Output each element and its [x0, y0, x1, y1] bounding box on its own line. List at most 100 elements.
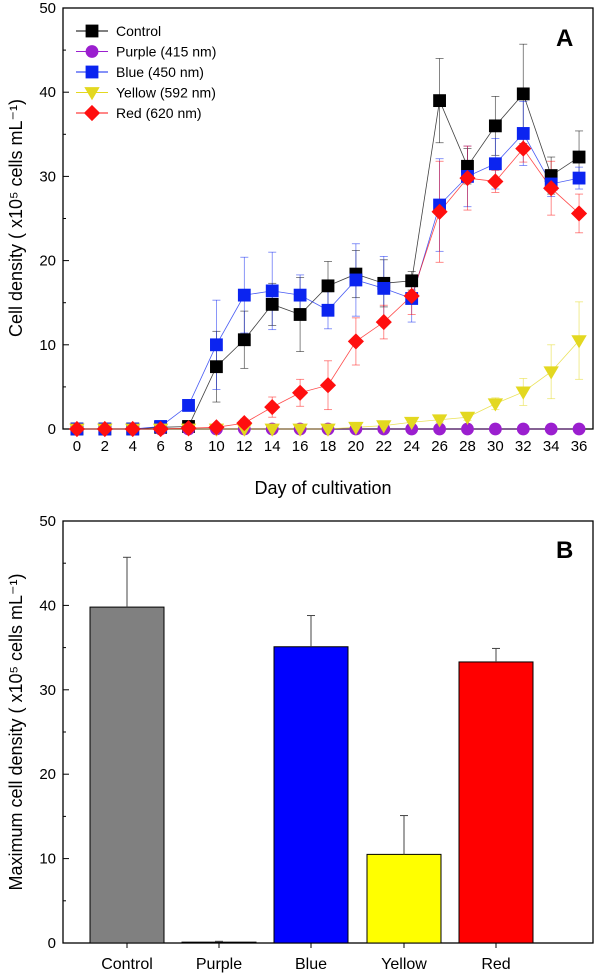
legend-marker [85, 65, 99, 79]
panel-b-axis-ticks: 0 10 20 30 40 50 Control Purple Blue Yellow Red [39, 513, 510, 973]
data-point [265, 297, 279, 311]
panel-a-label: A [556, 25, 573, 52]
data-point [572, 422, 586, 436]
data-point [180, 420, 197, 437]
data-point [376, 420, 392, 434]
panel-b-label: B [556, 537, 573, 564]
category-label: Yellow [381, 956, 427, 973]
x-tick-label: 2 [101, 438, 109, 455]
data-point [571, 335, 587, 349]
data-point [544, 422, 558, 436]
y-tick-label: 10 [39, 851, 56, 868]
data-point [210, 360, 223, 374]
bar-blue [273, 646, 349, 944]
data-point [264, 423, 280, 437]
legend-marker [85, 45, 99, 58]
data-point [516, 422, 530, 436]
data-point [321, 303, 335, 317]
data-point [124, 420, 141, 438]
category-label: Purple [196, 956, 242, 973]
panel-a-x-axis-label: Day of cultivation [254, 478, 391, 498]
y-tick-label: 20 [39, 253, 56, 270]
x-tick-label: 14 [264, 438, 281, 455]
data-point [293, 288, 307, 302]
legend-marker [84, 87, 100, 101]
data-point [349, 273, 363, 287]
x-tick-label: 30 [487, 438, 504, 455]
y-tick-label: 0 [48, 935, 56, 952]
data-point [320, 423, 336, 437]
data-point [348, 421, 364, 436]
data-point [431, 414, 448, 428]
data-point [488, 157, 502, 171]
legend-entry: Control [116, 23, 161, 39]
panel-a-markers [68, 87, 588, 438]
data-point [292, 384, 309, 401]
x-tick-label: 18 [320, 438, 337, 455]
x-tick-label: 20 [348, 438, 365, 455]
data-point [403, 287, 420, 305]
panel-a-axis-ticks: 0 2 4 6 8 10 12 14 16 18 20 22 24 26 28 30 32 34 360102030… [39, 0, 587, 455]
y-tick-label: 40 [39, 84, 56, 101]
bar-yellow [366, 853, 442, 944]
data-point [570, 205, 588, 222]
category-label: Control [101, 956, 153, 973]
y-tick-label: 10 [39, 337, 56, 354]
y-tick-label: 40 [39, 597, 56, 614]
data-point [210, 338, 223, 352]
x-tick-label: 24 [403, 438, 420, 455]
legend-marker [83, 104, 101, 122]
x-tick-label: 34 [543, 438, 560, 455]
data-point [572, 150, 586, 164]
x-tick-label: 16 [292, 438, 309, 455]
panel-a-legend: Control Purple (415 nm) Blue (450 nm) Yello… [76, 23, 216, 122]
legend-entry: Red (620 nm) [116, 105, 202, 121]
y-tick-label: 30 [39, 168, 56, 185]
y-tick-label: 50 [39, 0, 56, 17]
data-point [96, 420, 113, 438]
data-point [347, 333, 364, 350]
y-tick-label: 20 [39, 766, 56, 783]
data-point [515, 140, 532, 157]
x-tick-label: 8 [184, 438, 192, 455]
data-point [516, 127, 530, 140]
panel-a-y-axis-label: Cell density ( x10⁵ cells mL⁻¹) [6, 99, 26, 337]
data-point [377, 281, 391, 295]
data-point [265, 284, 279, 298]
x-tick-label: 6 [156, 438, 164, 455]
x-tick-label: 22 [375, 438, 392, 455]
data-point [459, 170, 476, 187]
data-point [433, 94, 446, 108]
category-label: Red [481, 956, 510, 973]
data-point [182, 399, 195, 412]
data-point [264, 399, 281, 416]
x-tick-label: 32 [515, 438, 532, 455]
panel-b-bars [89, 606, 534, 944]
y-tick-label: 30 [39, 682, 56, 699]
x-tick-label: 10 [208, 438, 225, 455]
x-tick-label: 26 [431, 438, 448, 455]
data-point [487, 398, 504, 412]
y-tick-label: 50 [39, 513, 56, 530]
bar-red [458, 661, 534, 944]
panel-a-line-chart: 0 2 4 6 8 10 12 14 16 18 20 22 24 26 28 30 32 34 360102030… [6, 0, 594, 498]
x-tick-label: 4 [129, 438, 137, 455]
panel-b-y-axis-label: Maximum cell density ( x10⁵ cells mL⁻¹) [6, 573, 26, 890]
x-tick-label: 36 [571, 438, 588, 455]
data-point [236, 415, 253, 432]
data-point [515, 386, 531, 400]
bar-control [89, 606, 165, 944]
data-point [572, 171, 586, 185]
data-point [321, 279, 335, 293]
data-point [237, 333, 251, 347]
y-tick-label: 0 [48, 421, 56, 438]
data-point [543, 180, 560, 197]
data-point [431, 203, 448, 220]
data-point [488, 119, 502, 133]
panel-b-error-bars [123, 556, 500, 943]
data-point [543, 366, 559, 380]
data-point [292, 423, 308, 437]
data-point [237, 288, 251, 302]
data-point [152, 420, 169, 438]
